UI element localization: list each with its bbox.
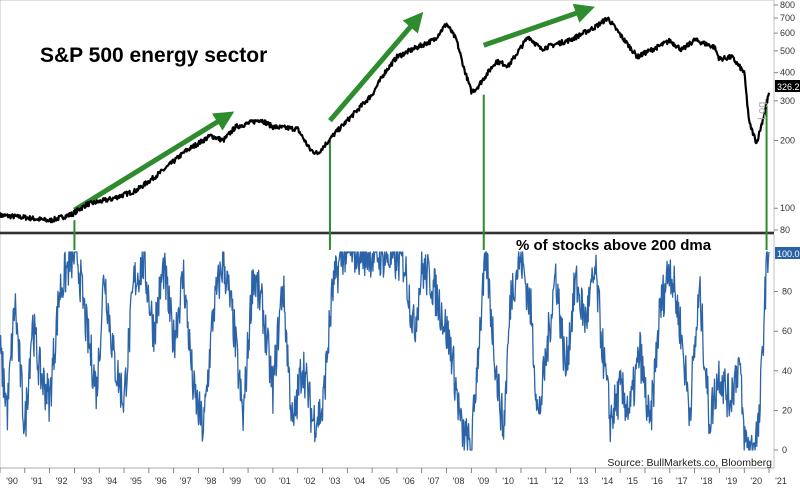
x-tick-label: '10 [502, 476, 514, 486]
bottom-y-axis: 80 60 40 20 0 [774, 287, 792, 455]
x-tick-label: '07 [428, 476, 440, 486]
x-tick-label: '18 [701, 476, 713, 486]
x-tick-label: '03 [329, 476, 341, 486]
trend-arrows [73, 3, 595, 213]
x-tick-label: '97 [180, 476, 192, 486]
bottom-y-tick-label: 0 [782, 445, 787, 455]
top-y-tick-label: 600 [780, 28, 795, 38]
x-tick-label: '06 [403, 476, 415, 486]
bottom-y-tick-label: 40 [782, 366, 792, 376]
x-tick-label: '12 [552, 476, 564, 486]
top-y-tick-label: 200 [780, 135, 795, 145]
top-y-tick-label: 800 [780, 0, 795, 10]
log-scale-label: Log [756, 102, 768, 120]
source-label: Source: BullMarkets.co, Bloomberg [607, 457, 772, 469]
bottom-last-value-badge [775, 247, 800, 259]
x-tick-label: '11 [527, 476, 538, 486]
x-tick-label: '93 [81, 476, 93, 486]
top-y-tick-label: 700 [780, 13, 795, 23]
top-y-tick-label: 400 [780, 68, 795, 78]
top-y-tick-label: 500 [780, 46, 795, 56]
x-tick-label: '09 [477, 476, 489, 486]
x-tick-label: '01 [279, 476, 291, 486]
x-tick-label: '95 [130, 476, 142, 486]
trend-arrow [482, 3, 595, 48]
x-tick-label: '08 [453, 476, 465, 486]
bottom-last-value-label: 100.0 [777, 249, 800, 259]
connector-lines [73, 94, 768, 250]
x-tick-label: '00 [254, 476, 266, 486]
x-tick-label: '16 [651, 476, 663, 486]
x-tick-label: '19 [726, 476, 738, 486]
top-last-value-label: 326.2 [777, 82, 800, 92]
bottom-series-line [0, 251, 770, 451]
trend-arrow [73, 111, 235, 213]
top-series-group [0, 16, 771, 224]
x-tick-label: '98 [205, 476, 217, 486]
x-tick-label: '20 [750, 476, 762, 486]
x-tick-label: '21 [775, 476, 787, 486]
x-tick-label: '02 [304, 476, 316, 486]
top-y-tick-label: 80 [780, 225, 790, 235]
bottom-y-tick-label: 60 [782, 326, 792, 336]
top-y-tick-label: 100 [780, 203, 795, 213]
x-tick-label: '13 [577, 476, 589, 486]
bottom-y-tick-label: 80 [782, 287, 792, 297]
bottom-y-tick-label: 20 [782, 405, 792, 415]
x-tick-label: '90 [6, 476, 18, 486]
x-tick-label: '96 [155, 476, 167, 486]
x-tick-label: '91 [31, 476, 43, 486]
x-tick-label: '17 [676, 476, 688, 486]
bottom-chart-title: % of stocks above 200 dma [516, 237, 712, 254]
x-tick-label: '99 [229, 476, 241, 486]
trend-arrow [328, 11, 424, 123]
x-tick-label: '15 [626, 476, 638, 486]
top-last-value-badge [775, 80, 800, 92]
x-tick-label: '04 [353, 476, 365, 486]
top-y-tick-label: 300 [780, 96, 795, 106]
top-chart-title: S&P 500 energy sector [40, 44, 267, 67]
x-tick-label: '05 [378, 476, 390, 486]
x-axis: '90 '91 '92 '93 '94 '95 '96 '97 '98 '99 '00 '01 '02 '… [0, 467, 787, 486]
x-tick-label: '92 [56, 476, 68, 486]
x-tick-label: '14 [602, 476, 614, 486]
bottom-series-group [0, 251, 770, 451]
x-tick-label: '94 [105, 476, 117, 486]
top-series-line [0, 16, 771, 224]
top-y-axis: 800 700 600 500 400 300 200 100 80 [774, 0, 795, 235]
